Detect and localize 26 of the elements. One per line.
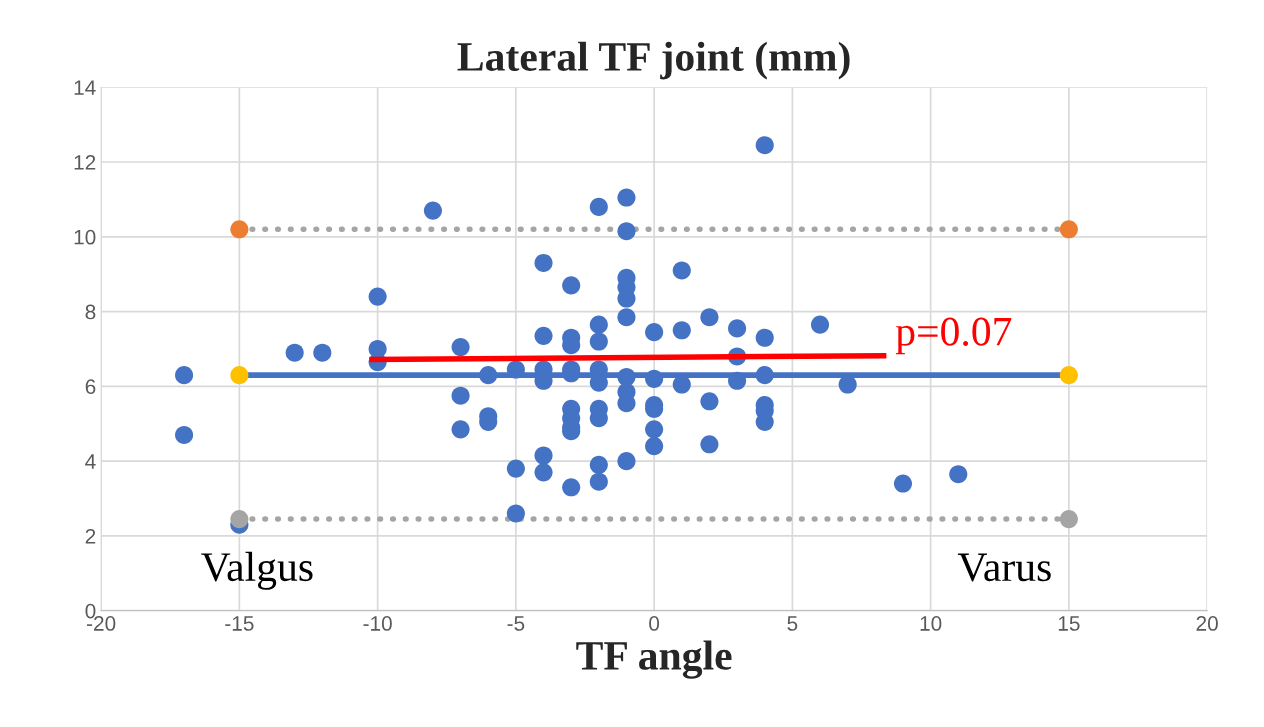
x-tick-label: 10	[920, 616, 942, 631]
point	[230, 220, 249, 239]
chart-title: Lateral TF joint (mm)	[457, 41, 850, 80]
annotation: Valgus	[201, 551, 313, 590]
y-tick-label: 10	[74, 229, 96, 245]
point	[1059, 510, 1078, 529]
annotation: p=0.07	[895, 317, 1012, 355]
y-tick-label: 6	[85, 379, 96, 395]
annotation: Varus	[957, 553, 1051, 582]
x-axis-title: TF angle	[576, 640, 732, 679]
point	[230, 510, 249, 529]
x-tick-label: 15	[1058, 616, 1080, 631]
x-tick-label: 5	[787, 616, 798, 631]
point	[230, 366, 249, 385]
x-tick-label: -5	[507, 616, 525, 631]
y-tick-label: 14	[74, 80, 96, 95]
x-tick-label: -15	[225, 616, 254, 631]
y-tick-label: 8	[85, 304, 96, 320]
x-tick-label: 20	[1196, 616, 1218, 631]
y-tick-label: 2	[85, 528, 96, 544]
y-tick-label: 4	[85, 454, 96, 469]
y-tick-label: 12	[74, 155, 96, 170]
point	[1059, 366, 1078, 385]
x-tick-label: 0	[649, 616, 660, 631]
point	[1059, 220, 1078, 239]
x-tick-label: -10	[363, 616, 392, 631]
